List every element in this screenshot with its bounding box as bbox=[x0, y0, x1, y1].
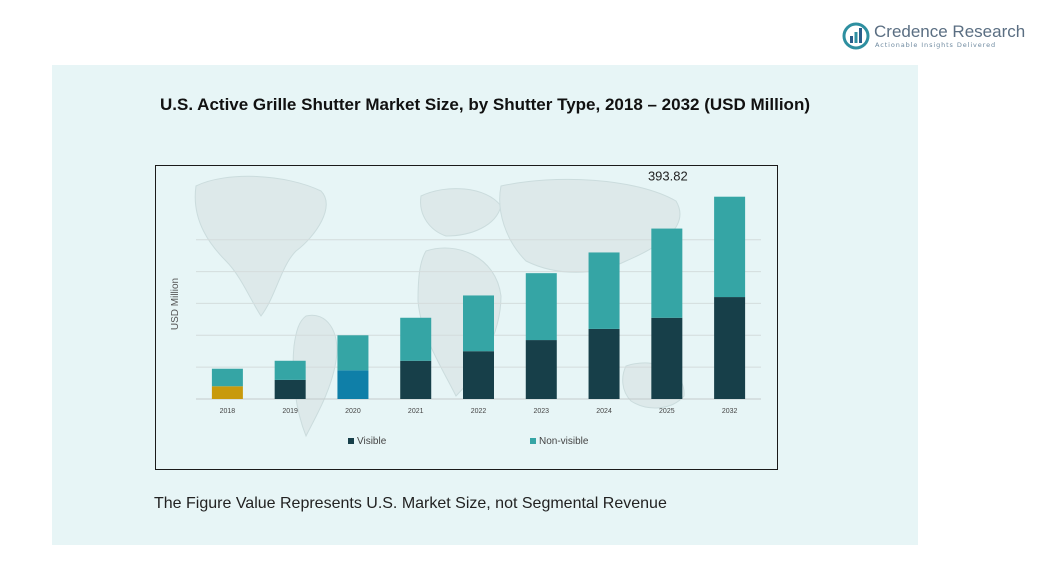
bar-non-visible-2024 bbox=[588, 252, 620, 329]
bar-non-visible-2022 bbox=[463, 295, 494, 352]
x-tick-label: 2020 bbox=[345, 408, 361, 415]
footnote: The Figure Value Represents U.S. Market … bbox=[154, 495, 667, 512]
chart-title: U.S. Active Grille Shutter Market Size, … bbox=[160, 95, 810, 114]
legend-swatch bbox=[348, 438, 354, 444]
brand-header: Credence Research Actionable Insights De… bbox=[842, 20, 1042, 54]
bars bbox=[211, 196, 746, 399]
bar-visible-2019 bbox=[274, 379, 306, 399]
x-tick-label: 2019 bbox=[282, 408, 298, 415]
bar-non-visible-2032 bbox=[714, 196, 746, 298]
legend-label: Visible bbox=[357, 436, 387, 447]
x-tick-label: 2022 bbox=[471, 408, 487, 415]
x-tick-label: 2025 bbox=[659, 408, 675, 415]
legend-swatch bbox=[530, 438, 536, 444]
credence-logo-icon bbox=[842, 22, 870, 50]
value-annotation-2025: 393.82 bbox=[648, 169, 688, 184]
bar-visible-2022 bbox=[463, 351, 494, 399]
bar-non-visible-2019 bbox=[274, 360, 306, 380]
bar-non-visible-2025 bbox=[651, 228, 683, 318]
bar-visible-2023 bbox=[525, 340, 557, 399]
bar-non-visible-2020 bbox=[337, 335, 369, 371]
bar-non-visible-2021 bbox=[400, 317, 432, 361]
x-tick-label: 2024 bbox=[596, 408, 612, 415]
chart-plot: USD Million 2018 2019 2020 2021 2022 2023 2024… bbox=[170, 169, 761, 447]
bar-visible-2021 bbox=[400, 360, 432, 399]
x-tick-label: 2023 bbox=[533, 408, 549, 415]
bar-visible-2020 bbox=[337, 370, 369, 399]
legend: Visible Non-visible bbox=[348, 436, 589, 447]
bar-visible-2032 bbox=[714, 297, 746, 399]
value-annotations: 393.82583.37 bbox=[648, 169, 688, 184]
legend-label: Non-visible bbox=[539, 436, 589, 447]
y-axis-label-group: USD Million bbox=[170, 278, 181, 330]
x-tick-label: 2032 bbox=[722, 408, 738, 415]
bar-non-visible-2018 bbox=[211, 368, 243, 387]
bar-visible-2025 bbox=[651, 317, 683, 399]
plot-frame: USD Million 2018 2019 2020 2021 2022 2023 2024… bbox=[155, 165, 778, 470]
chart-panel: U.S. Active Grille Shutter Market Size, … bbox=[52, 65, 918, 545]
x-tick-label: 2018 bbox=[220, 408, 236, 415]
bar-non-visible-2023 bbox=[525, 273, 557, 341]
brand-tagline: Actionable Insights Delivered bbox=[875, 41, 997, 49]
brand-name: Credence Research bbox=[874, 22, 1026, 41]
bar-visible-2018 bbox=[211, 386, 243, 399]
y-axis-label: USD Million bbox=[170, 278, 181, 330]
bar-visible-2024 bbox=[588, 328, 620, 399]
x-axis-ticks: 2018 2019 2020 2021 2022 2023 2024 2025 2032 bbox=[220, 408, 738, 415]
x-tick-label: 2021 bbox=[408, 408, 424, 415]
